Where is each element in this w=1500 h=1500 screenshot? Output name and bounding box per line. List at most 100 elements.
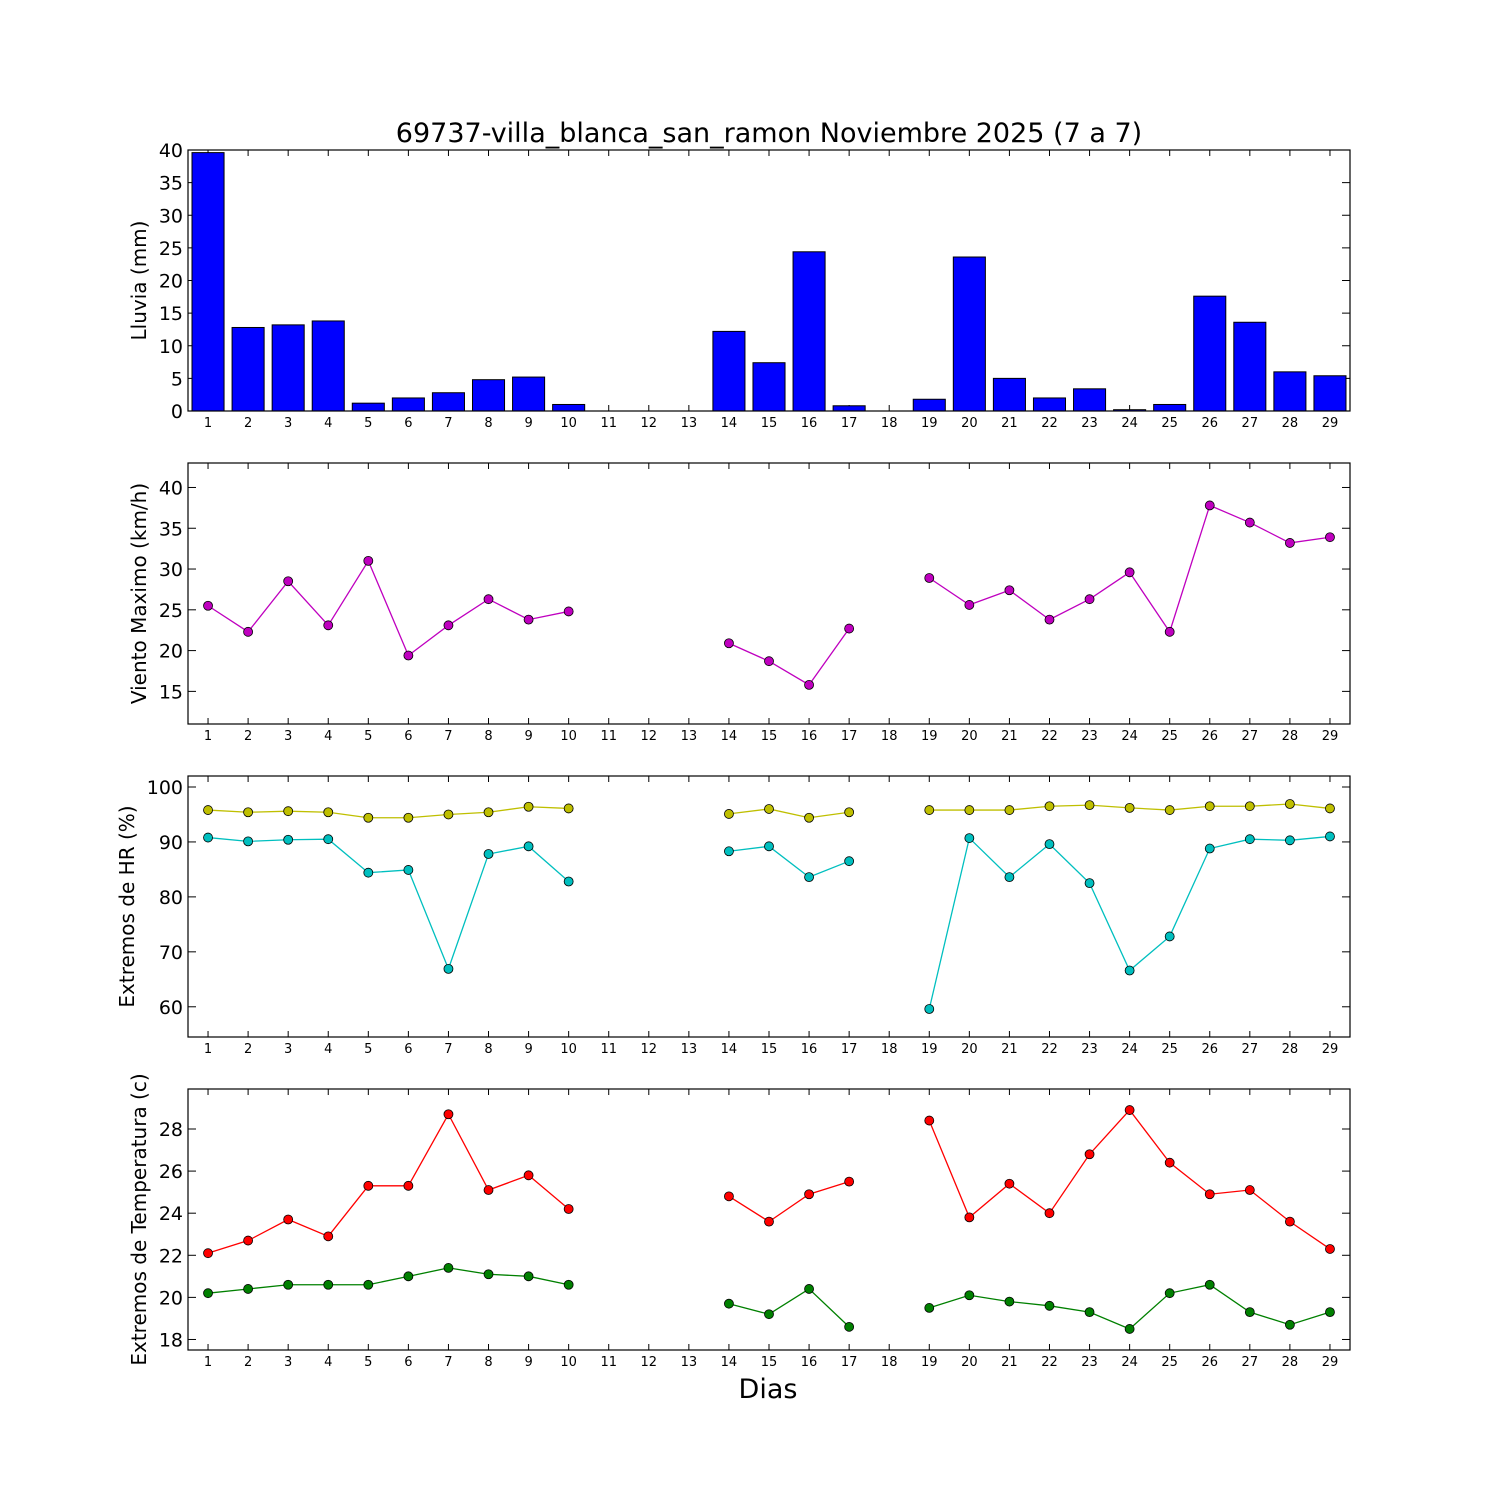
data-point [443, 1109, 454, 1120]
x-tick-label: 10 [560, 416, 577, 431]
x-tick-label: 25 [1161, 1042, 1178, 1057]
x-tick-label: 14 [721, 1042, 738, 1057]
bar [912, 398, 946, 412]
data-point [804, 812, 814, 823]
y-tick-label: 15 [159, 303, 183, 325]
x-tick-label: 5 [364, 1042, 372, 1057]
y-tick-label: 80 [159, 887, 183, 909]
x-tick-label: 9 [524, 1042, 532, 1057]
data-point [964, 600, 975, 610]
data-point [1164, 1157, 1175, 1168]
x-tick-label: 21 [1001, 416, 1018, 431]
data-point [363, 1180, 374, 1191]
series-line [207, 806, 569, 819]
x-tick-label: 6 [404, 729, 412, 744]
x-tick-label: 8 [484, 1355, 492, 1370]
x-tick-label: 2 [244, 1042, 252, 1057]
y-tick-label: 10 [159, 336, 183, 358]
data-point [1284, 1319, 1295, 1330]
data-point [283, 806, 294, 817]
data-point [804, 679, 814, 690]
data-point [403, 812, 414, 823]
y-axis-label: Extremos de HR (%) [115, 805, 139, 1007]
data-point [563, 1204, 574, 1214]
data-point [924, 1004, 935, 1014]
x-tick-label: 11 [600, 1042, 617, 1057]
data-point [1204, 1279, 1215, 1290]
data-point [483, 1185, 494, 1195]
data-point [1244, 1307, 1255, 1318]
x-tick-label: 20 [961, 1355, 978, 1370]
data-point [523, 1170, 534, 1181]
data-point [844, 1321, 855, 1332]
x-tick-label: 24 [1121, 1355, 1138, 1370]
x-tick-label: 29 [1322, 1355, 1339, 1370]
x-tick-label: 11 [600, 729, 617, 744]
y-tick-label: 20 [159, 641, 183, 663]
bar [712, 330, 746, 412]
x-tick-label: 23 [1081, 1355, 1098, 1370]
data-point [764, 1309, 774, 1320]
x-tick-label: 29 [1322, 416, 1339, 431]
data-point [1325, 1244, 1335, 1254]
x-tick-label: 15 [761, 729, 778, 744]
data-point [403, 1271, 414, 1282]
x-tick-label: 15 [761, 416, 778, 431]
data-point [1325, 532, 1335, 543]
series-line [728, 628, 850, 686]
x-tick-label: 17 [841, 729, 858, 744]
bar [391, 397, 425, 412]
data-point [323, 807, 334, 818]
x-tick-label: 10 [560, 1042, 577, 1057]
x-tick-label: 13 [681, 729, 698, 744]
x-tick-label: 10 [560, 729, 577, 744]
series-line [207, 836, 570, 971]
y-tick-label: 90 [159, 832, 183, 854]
x-tick-label: 20 [961, 416, 978, 431]
data-point [203, 600, 213, 611]
data-point [1124, 1105, 1135, 1115]
data-point [1124, 1324, 1135, 1334]
x-tick-label: 22 [1041, 1042, 1058, 1057]
bar [992, 377, 1026, 412]
data-point [1164, 931, 1175, 942]
x-tick-label: 24 [1121, 1042, 1138, 1057]
x-tick-label: 6 [404, 1042, 412, 1057]
x-tick-label: 12 [641, 1042, 658, 1057]
data-point [323, 834, 334, 845]
x-tick-label: 27 [1242, 1355, 1259, 1370]
x-tick-label: 28 [1282, 1355, 1299, 1370]
data-point [1044, 1208, 1055, 1219]
data-point [804, 1284, 814, 1294]
data-point [1164, 805, 1175, 815]
x-tick-label: 26 [1201, 1042, 1218, 1057]
data-point [1004, 805, 1015, 815]
axes-frame [187, 149, 1351, 412]
data-point [1124, 802, 1135, 813]
x-tick-label: 13 [681, 1042, 698, 1057]
x-tick-label: 28 [1282, 1042, 1299, 1057]
bar [1153, 403, 1187, 412]
x-tick-label: 5 [364, 1355, 372, 1370]
x-tick-label: 4 [324, 1355, 332, 1370]
data-point [764, 656, 774, 667]
y-tick-label: 28 [159, 1119, 183, 1141]
y-axis-label: Lluvia (mm) [127, 221, 151, 341]
data-point [1244, 801, 1255, 812]
x-tick-label: 15 [761, 1355, 778, 1370]
x-tick-label: 17 [841, 416, 858, 431]
data-point [804, 1189, 814, 1200]
data-point [804, 872, 814, 883]
data-point [924, 1115, 935, 1126]
series-line [728, 845, 850, 878]
data-point [363, 867, 374, 878]
axes-frame [187, 775, 1351, 1038]
data-point [523, 614, 534, 625]
x-tick-label: 19 [921, 1355, 938, 1370]
data-point [1325, 1307, 1335, 1318]
x-tick-label: 6 [404, 416, 412, 431]
data-point [964, 833, 975, 843]
data-point [1044, 614, 1055, 625]
